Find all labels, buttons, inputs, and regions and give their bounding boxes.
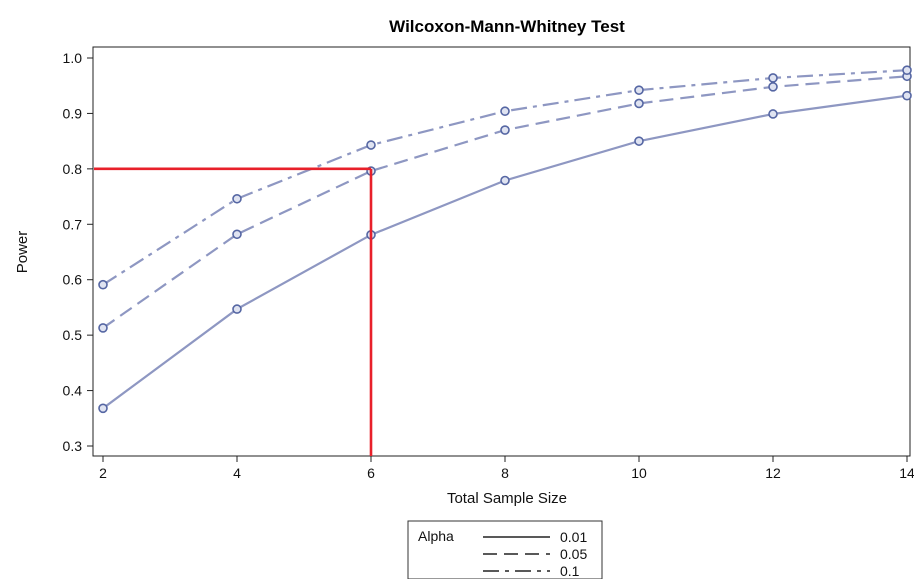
data-point xyxy=(768,82,778,92)
legend-title: Alpha xyxy=(418,528,454,544)
x-tick-label: 10 xyxy=(631,465,647,481)
data-point xyxy=(768,73,778,83)
data-point xyxy=(902,90,912,101)
legend: Alpha 0.010.050.1 xyxy=(407,520,603,579)
data-point xyxy=(98,323,108,333)
data-point xyxy=(768,109,778,119)
plot-frame xyxy=(92,46,911,457)
y-tick-label: 0.6 xyxy=(63,272,83,288)
data-point xyxy=(232,229,242,240)
x-tick-label: 4 xyxy=(233,465,241,481)
data-point xyxy=(500,106,510,117)
legend-item-label: 0.1 xyxy=(560,563,580,579)
y-tick-label: 1.0 xyxy=(63,50,83,66)
reference-lines xyxy=(94,167,373,456)
y-tick-label: 0.7 xyxy=(63,216,83,232)
x-tick-label: 6 xyxy=(367,465,375,481)
data-point xyxy=(500,125,510,135)
y-tick-label: 0.8 xyxy=(63,161,83,177)
y-axis: 0.3 0.4 0.5 0.6 0.7 0.8 0.9 1.0 xyxy=(63,50,93,454)
data-point xyxy=(634,85,644,95)
y-axis-label: Power xyxy=(14,231,31,274)
y-tick-label: 0.4 xyxy=(63,383,83,399)
x-tick-label: 2 xyxy=(99,465,107,481)
data-point xyxy=(366,140,376,150)
series-layer xyxy=(98,65,912,414)
data-point xyxy=(634,98,644,109)
data-point xyxy=(902,65,912,75)
chart-title: Wilcoxon-Mann-Whitney Test xyxy=(389,17,625,36)
x-tick-label: 12 xyxy=(765,465,781,481)
legend-box xyxy=(407,520,603,579)
y-tick-label: 0.5 xyxy=(63,327,83,343)
data-point xyxy=(232,193,242,204)
legend-item-label: 0.01 xyxy=(560,529,587,545)
x-axis-label: Total Sample Size xyxy=(447,490,567,507)
series-line-0.01 xyxy=(102,94,908,410)
y-tick-label: 0.3 xyxy=(63,438,83,454)
x-tick-label: 14 xyxy=(899,465,914,481)
data-point xyxy=(98,279,108,290)
x-tick-label: 8 xyxy=(501,465,509,481)
x-axis: 2 4 6 8 10 12 14 xyxy=(99,456,914,481)
data-point xyxy=(634,136,644,146)
legend-item-label: 0.05 xyxy=(560,546,587,562)
data-point xyxy=(500,175,510,186)
y-tick-label: 0.9 xyxy=(63,105,83,121)
data-point xyxy=(98,403,108,414)
data-point xyxy=(232,304,242,314)
